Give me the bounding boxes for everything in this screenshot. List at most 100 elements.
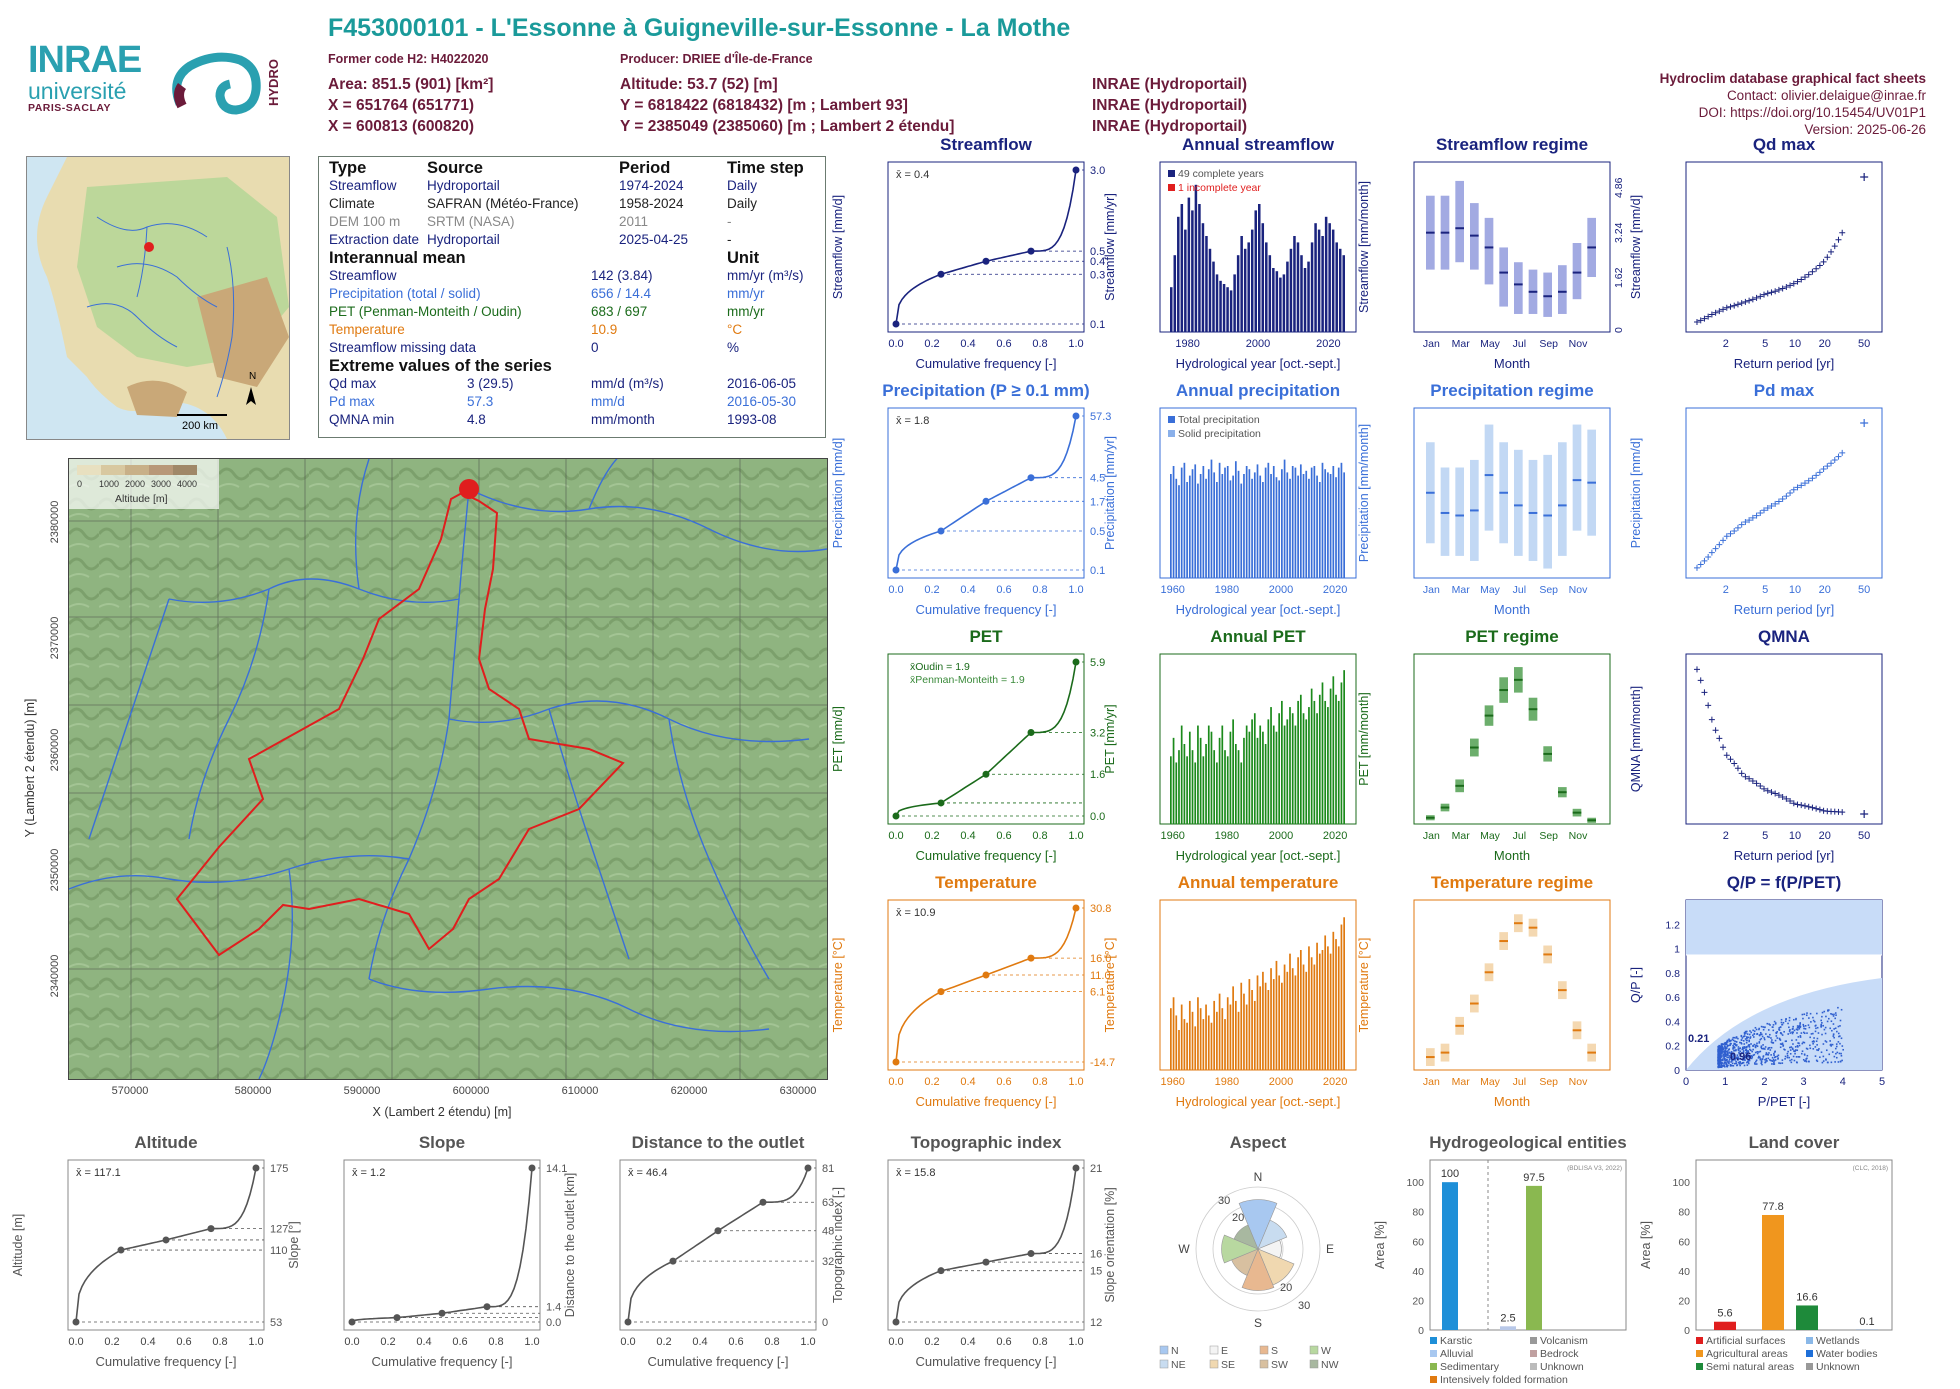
scatter-point [1842, 1049, 1844, 1051]
month-label: May [1480, 1076, 1501, 1088]
annual-bar [1240, 484, 1242, 578]
scatter-point [1720, 1056, 1722, 1058]
scatter-point [1763, 1029, 1765, 1031]
scatter-point [1812, 1043, 1814, 1045]
y-axis-label: Q/P [-] [1629, 967, 1643, 1003]
annual-bar [1311, 689, 1313, 824]
return-period-point [1716, 735, 1722, 741]
month-label: Jul [1513, 1076, 1526, 1088]
annual-bar [1194, 464, 1196, 578]
scatter-point [1750, 1037, 1752, 1039]
scatter-point [1821, 1016, 1823, 1018]
area-bar [1762, 1215, 1784, 1330]
regime-box [1529, 460, 1538, 561]
scatter-point [1839, 1043, 1841, 1045]
scatter-point [1798, 1027, 1800, 1029]
annual-bar [1273, 466, 1275, 578]
return-period-point [1783, 493, 1789, 499]
temp-regime-title: Temperature regime [1431, 873, 1593, 892]
right-tick-label: 3.24 [1613, 222, 1625, 243]
annual-bar [1173, 466, 1175, 578]
quantile-point [1073, 413, 1080, 420]
gauge-location-marker [144, 242, 154, 252]
scatter-point [1717, 1060, 1719, 1062]
annual-bar [1286, 472, 1288, 578]
mean-label: x̄ = 10.9 [896, 907, 935, 919]
scatter-point [1833, 1028, 1835, 1030]
scatter-point [1824, 1029, 1826, 1031]
scatter-point [1771, 1047, 1773, 1049]
quantile-point [394, 1314, 401, 1321]
scatter-point [1733, 1040, 1735, 1042]
y-tick-label: 40 [1678, 1266, 1690, 1278]
annual-bar [1175, 1015, 1177, 1070]
cdf-line [896, 170, 1076, 324]
scatter-point [1756, 1059, 1758, 1061]
precip-cdf-chart: Precipitation (P ≥ 0.1 mm)Cumulative fre… [828, 374, 1134, 637]
map-x-tick: 570000 [112, 1085, 149, 1097]
scatter-point [1775, 1022, 1777, 1024]
scatter-point [1775, 1040, 1777, 1042]
annual-bar [1223, 284, 1226, 332]
streamflow-regime-title: Streamflow regime [1436, 135, 1588, 154]
x-tick-label: 50 [1858, 584, 1870, 596]
annual-bar [1251, 230, 1254, 332]
x-tick-label: 0.0 [888, 584, 903, 596]
distance-title: Distance to the outlet [632, 1133, 805, 1152]
annual-bar [1338, 701, 1340, 824]
scatter-point [1773, 1062, 1775, 1064]
contact[interactable]: Contact: olivier.delaigue@inrae.fr [1660, 87, 1926, 104]
x-axis-label: Hydrological year [oct.-sept.] [1176, 848, 1341, 863]
annual-bar [1246, 466, 1248, 578]
bar-value-label: 0.1 [1859, 1316, 1874, 1328]
table-cell: 1958-2024 [619, 196, 684, 211]
mean-label: x̄ = 1.2 [352, 1167, 385, 1179]
ring-label: 30 [1218, 1195, 1230, 1207]
annual-bar [1300, 255, 1303, 332]
annual-bar [1170, 474, 1172, 578]
annual-bar [1267, 463, 1269, 578]
mean-label: x̄ = 1.8 [896, 415, 929, 427]
x-tick-label: 1980 [1215, 1076, 1239, 1088]
quantile-point [893, 321, 900, 328]
scatter-point [1839, 1035, 1841, 1037]
legend-label: 1 incomplete year [1178, 182, 1261, 194]
regime-box [1499, 247, 1508, 306]
y-axis-label: Temperature [°C] [1357, 938, 1371, 1033]
x-tick-label: 1.0 [1068, 584, 1083, 596]
annual-bar [1205, 1005, 1207, 1070]
return-period-point [1698, 677, 1704, 683]
scatter-point [1774, 1060, 1776, 1062]
scatter-point [1842, 1045, 1844, 1047]
france-minimap[interactable]: 200 km N [26, 156, 290, 440]
scatter-point [1794, 1060, 1796, 1062]
scatter-point [1752, 1049, 1754, 1051]
scatter-point [1801, 1043, 1803, 1045]
annual-bar [1303, 713, 1305, 824]
table-header-timestep: Time step [727, 159, 804, 178]
cdf-line [76, 1168, 256, 1322]
annual-bar [1235, 1001, 1237, 1070]
scatter-point [1769, 1024, 1771, 1026]
scatter-point [1744, 1065, 1746, 1067]
x-tick-label: 0.6 [996, 1076, 1011, 1088]
former-code: Former code H2: H4022020 [328, 52, 489, 66]
x-tick-label: 0.0 [888, 830, 903, 842]
scatter-point [1793, 1056, 1795, 1058]
annual-bar [1335, 477, 1337, 578]
scatter-point [1808, 1017, 1810, 1019]
scatter-point [1794, 1053, 1796, 1055]
annual-bar [1343, 472, 1345, 578]
scatter-point [1774, 1051, 1776, 1053]
scatter-point [1808, 1061, 1810, 1063]
scatter-point [1727, 1054, 1729, 1056]
return-period-point [1835, 237, 1841, 243]
doi-link[interactable]: DOI: https://doi.org/10.15454/UV01P1 [1660, 104, 1926, 121]
source-note: (CLC, 2018) [1853, 1165, 1888, 1172]
x-lambert93: X = 651764 (651771) [328, 95, 474, 116]
month-label: Nov [1569, 830, 1588, 842]
